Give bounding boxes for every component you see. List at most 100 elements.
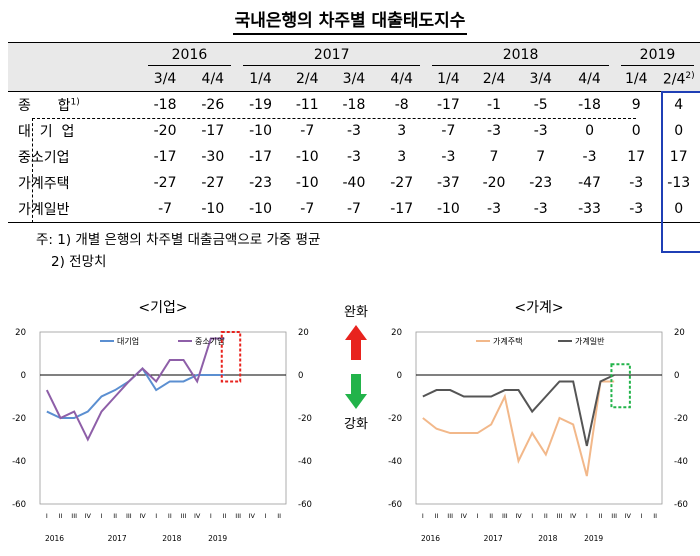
row-label: 중소기업 — [8, 144, 142, 170]
year-label: 2016 — [45, 534, 64, 543]
page-title: 국내은행의 차주별 대출태도지수 — [0, 6, 700, 35]
table-cell: 0 — [631, 123, 641, 139]
table-row: 중소기업 -17 -30 -17 -10 -3 3 -3 7 7 -3 17 17 — [8, 144, 700, 170]
table-cell: -47 — [578, 175, 601, 191]
row-label: 종 합1) — [8, 92, 142, 119]
table-cell: -27 — [153, 175, 177, 191]
x-tick-label: II — [223, 512, 227, 520]
table-cell: -3 — [346, 149, 361, 165]
table-cell: 4 — [674, 97, 684, 113]
table-cell: -26 — [201, 97, 225, 113]
table-cell: -3 — [470, 196, 518, 223]
x-tick-label: III — [71, 512, 77, 520]
quarter-header: 2/42) — [657, 67, 700, 92]
x-tick-label: III — [611, 512, 617, 520]
table-cell: -7 — [300, 123, 315, 139]
table-cell: -10 — [237, 196, 284, 223]
year-label: 2016 — [421, 534, 440, 543]
table-cell: -17 — [201, 123, 225, 139]
table-cell: -3 — [615, 196, 658, 223]
quarter-header: 1/4 — [426, 67, 471, 92]
table-cell: -33 — [564, 196, 615, 223]
quarter-header: 1/4 — [237, 67, 284, 92]
table-cell: -3 — [582, 149, 597, 165]
y-tick-label-right: 20 — [674, 328, 685, 338]
table-row: 종 합1) -18 -26 -19 -11 -18 -8 -17 -1 -5 -18 9 4 — [8, 92, 700, 119]
table-row: 가계주택 -27 -27 -23 -10 -40 -27 -37 -20 -23 -47 -3 -13 — [8, 170, 700, 196]
corporate-chart: <기업>20 200 0-20 -20-40 -40-60 -60I II III IV I II I… — [12, 300, 312, 543]
ease-label: 완화 — [344, 305, 368, 320]
year-header: 2018 — [432, 45, 609, 66]
y-tick-label-right: -60 — [298, 500, 312, 510]
table-cell: -3 — [487, 123, 501, 139]
y-tick-label-left: 20 — [15, 328, 26, 338]
legend-label: 가계주택 — [493, 336, 522, 346]
quarter-header: 3/4 — [141, 67, 189, 92]
quarter-header: 1/4 — [615, 67, 658, 92]
x-tick-label: I — [531, 512, 533, 520]
y-tick-label-right: 20 — [298, 328, 309, 338]
quarter-header: 2/4 — [470, 67, 518, 92]
table-cell: -7 — [141, 196, 189, 223]
table-cell: -10 — [295, 175, 319, 191]
table-cell: 0 — [674, 123, 684, 139]
table-cell: -17 — [377, 196, 427, 223]
table-cell: -5 — [533, 97, 548, 113]
table-cell: -20 — [153, 123, 177, 139]
x-tick-label: IV — [461, 512, 468, 520]
year-header: 2019 — [621, 45, 694, 66]
series-line-1 — [422, 374, 615, 447]
x-tick-label: III — [181, 512, 187, 520]
x-tick-label: I — [101, 512, 103, 520]
y-tick-label-left: -20 — [12, 414, 26, 424]
x-tick-label: IV — [85, 512, 92, 520]
table-cell: -27 — [201, 175, 225, 191]
table-cell: -3 — [629, 175, 644, 191]
x-tick-label: II — [435, 512, 439, 520]
x-tick-label: III — [557, 512, 563, 520]
x-tick-label: III — [126, 512, 132, 520]
table-cell: -10 — [249, 123, 272, 139]
plot-frame — [39, 331, 287, 505]
y-tick-label-right: -40 — [674, 457, 688, 467]
quarter-label: 2/4 — [662, 71, 686, 88]
y-tick-label-left: 0 — [21, 371, 26, 381]
legend-label: 가계일반 — [575, 336, 605, 346]
lending-attitude-table: 2016 2017 2018 2019 3/4 4/4 1/4 2/4 3/4 4/4 1/… — [8, 42, 700, 223]
table-cell: -3 — [441, 149, 456, 165]
plot-frame — [415, 331, 663, 505]
table-cell: -7 — [283, 196, 331, 223]
table-cell: -7 — [330, 196, 378, 223]
household-chart: <가계>20 200 0-20 -20-40 -40-60 -60I II III IV I II I… — [388, 300, 688, 543]
year-header-row: 2016 2017 2018 2019 — [8, 42, 700, 67]
x-tick-label: II — [59, 512, 63, 520]
table-cell: -18 — [153, 97, 177, 113]
year-label: 2017 — [108, 534, 127, 543]
x-tick-label: III — [502, 512, 508, 520]
table-cell: -18 — [578, 97, 601, 113]
table-cell: -7 — [441, 123, 456, 139]
year-label: 2018 — [538, 534, 557, 543]
table-notes: 주: 1) 개별 은행의 차주별 대출금액으로 가중 평균 2) 전망치 — [36, 229, 320, 273]
x-tick-label: II — [544, 512, 548, 520]
table-cell: -11 — [295, 97, 319, 113]
table-cell: 17 — [669, 149, 688, 165]
quarter-header-row: 3/4 4/4 1/4 2/4 3/4 4/4 1/4 2/4 3/4 4/4 1/4 2/42) — [8, 67, 700, 92]
x-tick-label: IV — [570, 512, 577, 520]
y-tick-label-left: -40 — [12, 457, 26, 467]
row-label: 가계주택 — [8, 170, 142, 196]
year-label: 2017 — [484, 534, 503, 543]
x-tick-label: II — [113, 512, 117, 520]
note-1: 주: 1) 개별 은행의 차주별 대출금액으로 가중 평균 — [36, 232, 321, 248]
table-cell: 7 — [489, 149, 499, 165]
y-tick-label-right: 0 — [674, 371, 679, 381]
x-tick-label: III — [235, 512, 241, 520]
row-label-text: 대 기 업 — [18, 124, 75, 140]
x-tick-label: I — [155, 512, 157, 520]
year-label: 2019 — [208, 534, 227, 543]
forecast-highlight — [220, 331, 242, 383]
series-line-1 — [45, 337, 225, 442]
y-tick-label-right: -20 — [298, 414, 312, 424]
table-cell: -17 — [436, 97, 460, 113]
x-tick-label: IV — [139, 512, 146, 520]
